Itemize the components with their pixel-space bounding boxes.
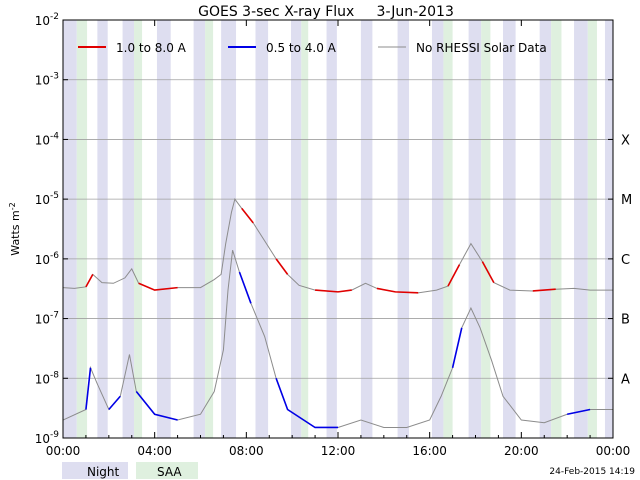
x-tick-label: 20:00 xyxy=(504,444,539,458)
y-axis-label: Watts m-2 xyxy=(8,202,22,255)
night-band xyxy=(97,20,108,438)
night-band xyxy=(539,20,552,438)
series-0-line xyxy=(315,289,352,293)
series-0-line xyxy=(85,273,94,288)
night-band xyxy=(326,20,337,438)
series-0-line xyxy=(275,258,289,275)
series-1-rhessi-gap xyxy=(62,249,613,428)
night-label: Night xyxy=(87,465,120,479)
night-band xyxy=(431,20,444,438)
night-band xyxy=(122,20,135,438)
x-tick-label: 00:00 xyxy=(46,444,81,458)
saa-band xyxy=(481,20,491,438)
series-layer xyxy=(62,198,613,429)
axes: 10-9 10-8 10-7 10-6 10-5 10-4 10-3 10-2 A B C M X 00:… xyxy=(35,12,632,458)
night-saa-bands xyxy=(63,20,613,438)
legend: 1.0 to 8.0 A 0.5 to 4.0 A No RHESSI Sola… xyxy=(78,41,547,55)
y-tick-label: 10-7 xyxy=(35,311,59,327)
flare-class-label: B xyxy=(621,313,630,328)
generated-timestamp: 24-Feb-2015 14:19 xyxy=(549,467,635,477)
x-tick-label: 12:00 xyxy=(321,444,356,458)
plot-frame xyxy=(62,19,614,439)
series-0-line xyxy=(241,207,254,224)
x-tick-label: 04:00 xyxy=(137,444,172,458)
night-band xyxy=(468,20,482,438)
series-0-line xyxy=(376,287,419,294)
x-tick-label: 00:00 xyxy=(596,444,631,458)
saa-band xyxy=(587,20,597,438)
night-band xyxy=(574,20,588,438)
night-band xyxy=(255,20,269,438)
series-1-line xyxy=(135,391,178,421)
x-tick-label: 08:00 xyxy=(229,444,264,458)
x-tick-label: 16:00 xyxy=(412,444,447,458)
legend-label-long: 1.0 to 8.0 A xyxy=(116,41,187,55)
series-0-line xyxy=(481,261,495,284)
flare-class-label: A xyxy=(621,372,630,387)
saa-label: SAA xyxy=(157,465,182,479)
saa-band xyxy=(443,20,453,438)
night-band xyxy=(503,20,516,438)
series-1-line xyxy=(275,378,338,429)
y-tick-label: 10-8 xyxy=(35,370,60,386)
series-0-line xyxy=(447,264,461,287)
y-axis-label-exp: -2 xyxy=(8,202,17,210)
y-tick-label: 10-4 xyxy=(35,131,60,147)
series-1-line xyxy=(108,395,121,411)
series-1-line xyxy=(85,367,92,410)
night-swatch xyxy=(62,462,128,479)
night-band xyxy=(291,20,302,438)
flare-class-label: M xyxy=(621,193,632,208)
y-tick-label: 10-2 xyxy=(35,12,59,28)
y-axis-label-base: Watts m xyxy=(9,210,22,255)
y-tick-label: 10-3 xyxy=(35,72,59,88)
saa-swatch xyxy=(136,462,198,479)
night-band xyxy=(193,20,206,438)
y-tick-label: 10-6 xyxy=(35,251,60,267)
flare-class-label: X xyxy=(621,133,630,148)
series-1-line xyxy=(451,327,463,368)
series-0-line xyxy=(138,282,178,291)
series-0-rhessi-gap xyxy=(62,198,613,294)
night-band xyxy=(156,20,171,438)
legend-label-rhessi: No RHESSI Solar Data xyxy=(416,41,547,55)
saa-band xyxy=(134,20,143,438)
saa-band xyxy=(301,20,309,438)
flare-class-label: C xyxy=(621,253,630,268)
saa-band xyxy=(76,20,88,438)
series-1-line xyxy=(238,271,252,304)
saa-band xyxy=(551,20,562,438)
legend-label-short: 0.5 to 4.0 A xyxy=(266,41,337,55)
night-band xyxy=(63,20,77,438)
night-band xyxy=(360,20,373,438)
series-1-line xyxy=(567,408,591,416)
series-0-line xyxy=(532,288,556,292)
saa-band xyxy=(205,20,214,438)
night-band xyxy=(604,20,613,438)
y-tick-label: 10-5 xyxy=(35,191,59,207)
chart-title: GOES 3-sec X-ray Flux 3-Jun-2013 xyxy=(198,4,454,20)
decade-gridlines xyxy=(63,79,613,379)
night-band xyxy=(397,20,410,438)
y-tick-label: 10-9 xyxy=(35,430,60,446)
